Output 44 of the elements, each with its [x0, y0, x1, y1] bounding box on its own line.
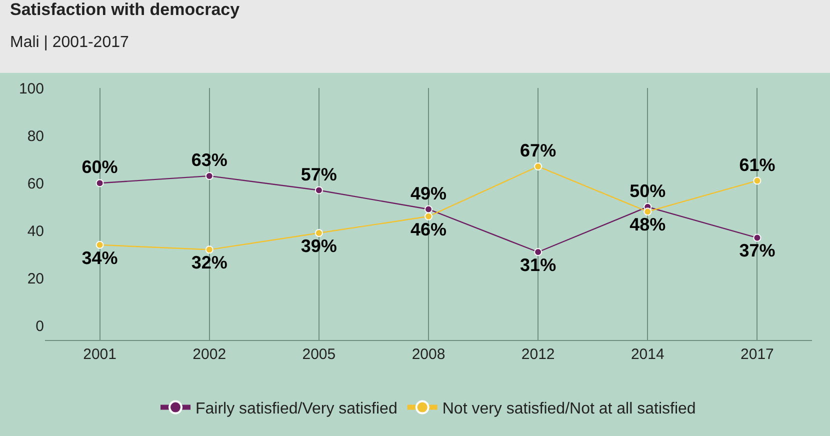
- data-label: 49%: [410, 183, 447, 204]
- point: [314, 229, 323, 238]
- x-tick-label: 2001: [83, 346, 116, 363]
- point: [424, 212, 432, 220]
- point: [205, 246, 214, 254]
- point: [96, 179, 104, 188]
- point: [753, 176, 762, 185]
- data-label: 31%: [520, 254, 556, 275]
- data-label: 34%: [82, 248, 118, 268]
- point: [534, 162, 542, 170]
- data-label: 50%: [630, 180, 666, 201]
- point: [314, 186, 323, 194]
- x-tick-label: 2014: [630, 346, 664, 363]
- y-tick-label: 0: [36, 318, 44, 335]
- y-tick-label: 20: [27, 270, 44, 288]
- chart-title: Satisfaction with democracy: [10, 0, 240, 19]
- data-label: 39%: [300, 236, 337, 256]
- data-label: 60%: [82, 157, 118, 178]
- x-tick-label: 2005: [302, 346, 336, 363]
- point: [644, 208, 652, 216]
- data-label: 63%: [191, 150, 228, 170]
- data-label: 48%: [630, 214, 666, 234]
- y-tick-label: 100: [18, 80, 44, 98]
- data-label: 57%: [300, 164, 337, 184]
- legend-label: Fairly satisfied/Very satisfied: [196, 400, 398, 418]
- data-label: 32%: [191, 252, 228, 273]
- data-label: 37%: [739, 240, 776, 261]
- x-tick-label: 2008: [412, 346, 446, 363]
- y-tick-label: 80: [27, 128, 44, 145]
- point: [424, 205, 432, 214]
- y-tick-label: 40: [27, 222, 44, 240]
- chart-subtitle: Mali | 2001-2017: [10, 34, 129, 51]
- x-tick-label: 2002: [192, 346, 226, 363]
- data-label: 46%: [410, 219, 447, 240]
- data-label: 67%: [520, 140, 556, 161]
- point: [534, 248, 542, 256]
- point: [753, 234, 762, 242]
- point: [96, 240, 104, 249]
- legend-label: Not very satisfied/Not at all satisfied: [442, 400, 696, 418]
- data-label: 61%: [739, 154, 776, 175]
- point: [205, 172, 214, 180]
- y-tick-label: 60: [27, 175, 44, 192]
- x-tick-label: 2012: [521, 346, 555, 363]
- x-tick-label: 2017: [740, 346, 774, 363]
